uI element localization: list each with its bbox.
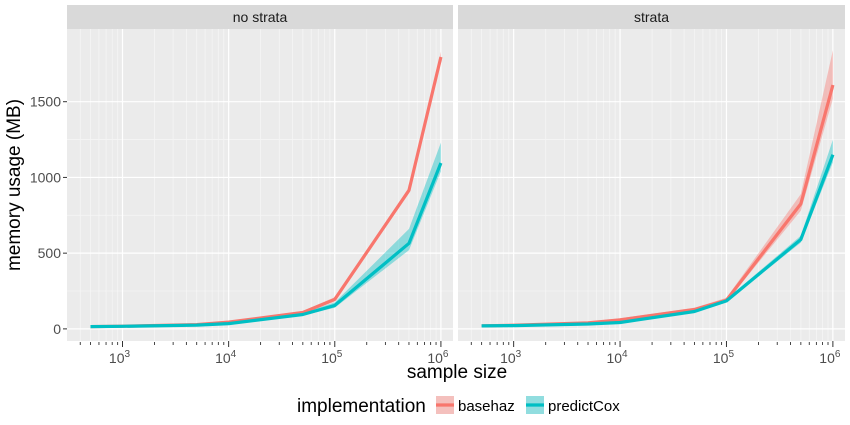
facet-strip (67, 5, 453, 29)
y-axis-title: memory usage (MB) (4, 99, 25, 271)
facet-strip-label: no strata (233, 9, 288, 25)
y-tick-label: 500 (38, 245, 62, 261)
series-line-predictCox (90, 162, 443, 329)
legend-entry-label: basehaz (458, 398, 515, 415)
y-tick-label: 1500 (30, 94, 61, 110)
x-tick-label: 103 (500, 349, 522, 366)
x-tick-label: 104 (606, 349, 628, 366)
legend-title: implementation (297, 396, 426, 417)
x-axis-title: sample size (407, 362, 507, 383)
y-tick-label: 0 (53, 321, 61, 337)
x-tick-label: 106 (819, 349, 841, 366)
x-tick-label: 105 (713, 349, 735, 366)
x-tick-label: 104 (215, 349, 237, 366)
legend-entry-label: predictCox (548, 398, 620, 415)
panel-background (458, 29, 845, 341)
x-tick-label: 106 (427, 349, 449, 366)
series-line-predictCox (481, 154, 835, 328)
y-tick-label: 1000 (30, 169, 61, 185)
x-tick-label: 105 (321, 349, 343, 366)
panel-background (67, 29, 453, 341)
facet-strip (458, 5, 845, 29)
facet-strip-label: strata (634, 9, 669, 25)
x-tick-label: 103 (109, 349, 131, 366)
